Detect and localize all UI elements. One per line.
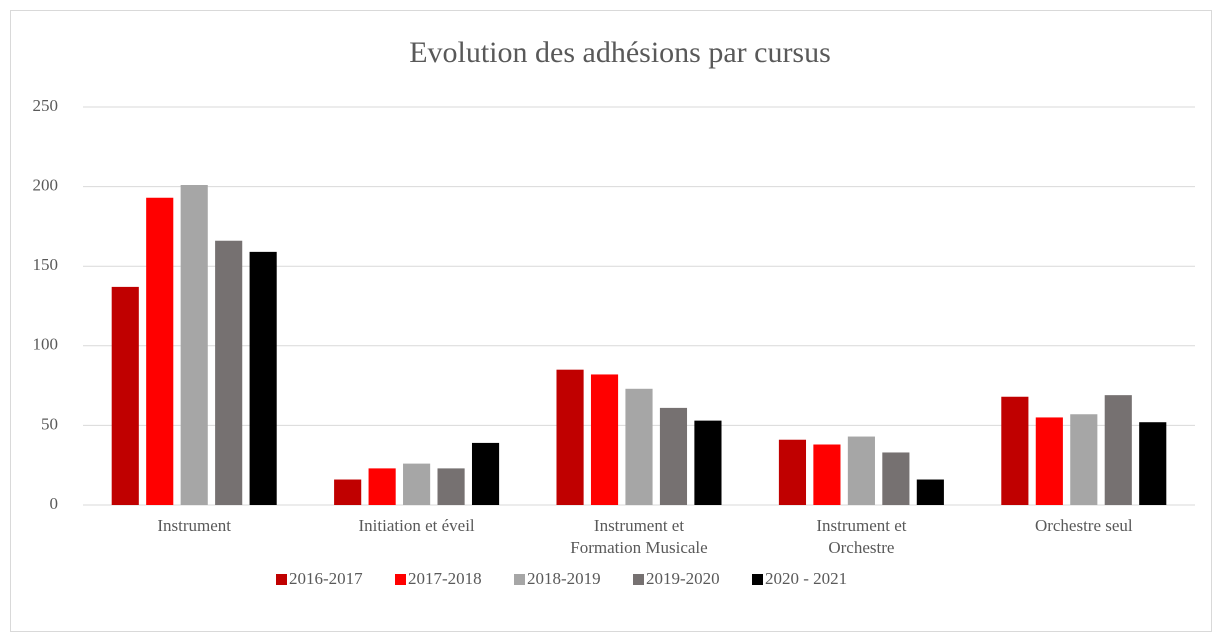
bar bbox=[1139, 422, 1167, 505]
legend-label: 2020 - 2021 bbox=[765, 569, 847, 588]
bar bbox=[249, 251, 277, 505]
legend-swatch bbox=[276, 574, 287, 585]
bar bbox=[437, 468, 465, 505]
y-tick-label: 200 bbox=[33, 176, 59, 195]
legend-swatch bbox=[633, 574, 644, 585]
legend-label: 2018-2019 bbox=[527, 569, 601, 588]
bar bbox=[778, 439, 807, 505]
bar bbox=[1035, 417, 1063, 505]
legend-swatch bbox=[514, 574, 525, 585]
bar bbox=[111, 286, 139, 505]
bar bbox=[694, 420, 722, 505]
y-tick-label: 100 bbox=[33, 335, 59, 354]
bar bbox=[847, 436, 875, 505]
bar bbox=[403, 463, 431, 505]
bar bbox=[215, 240, 243, 505]
y-tick-label: 250 bbox=[33, 96, 59, 115]
legend-label: 2017-2018 bbox=[408, 569, 482, 588]
bar bbox=[556, 369, 584, 505]
y-tick-label: 150 bbox=[33, 255, 59, 274]
legend-swatch bbox=[395, 574, 406, 585]
x-tick-label: Instrument et Orchestre bbox=[816, 516, 906, 557]
bar bbox=[334, 479, 362, 505]
bar bbox=[882, 452, 910, 505]
bar bbox=[146, 197, 174, 505]
legend-label: 2016-2017 bbox=[289, 569, 363, 588]
chart-title: Evolution des adhésions par cursus bbox=[409, 36, 831, 69]
bar bbox=[180, 185, 208, 505]
x-tick-label: Orchestre seul bbox=[1035, 516, 1133, 535]
bar bbox=[590, 374, 619, 505]
bar bbox=[813, 444, 841, 505]
bar bbox=[471, 442, 500, 505]
chart-border bbox=[10, 10, 1212, 632]
x-tick-label: Instrument bbox=[157, 516, 231, 535]
bar bbox=[916, 479, 944, 505]
bar bbox=[659, 407, 688, 505]
legend-swatch bbox=[752, 574, 763, 585]
bar bbox=[1104, 395, 1132, 505]
bar bbox=[625, 388, 653, 505]
x-tick-label: Instrument et Formation Musicale bbox=[570, 516, 707, 557]
y-tick-label: 50 bbox=[41, 414, 58, 433]
bar bbox=[1001, 396, 1029, 505]
bar bbox=[1070, 414, 1098, 505]
x-tick-label: Initiation et éveil bbox=[359, 516, 475, 535]
y-tick-label: 0 bbox=[50, 494, 59, 513]
bar bbox=[368, 468, 396, 505]
legend-label: 2019-2020 bbox=[646, 569, 720, 588]
